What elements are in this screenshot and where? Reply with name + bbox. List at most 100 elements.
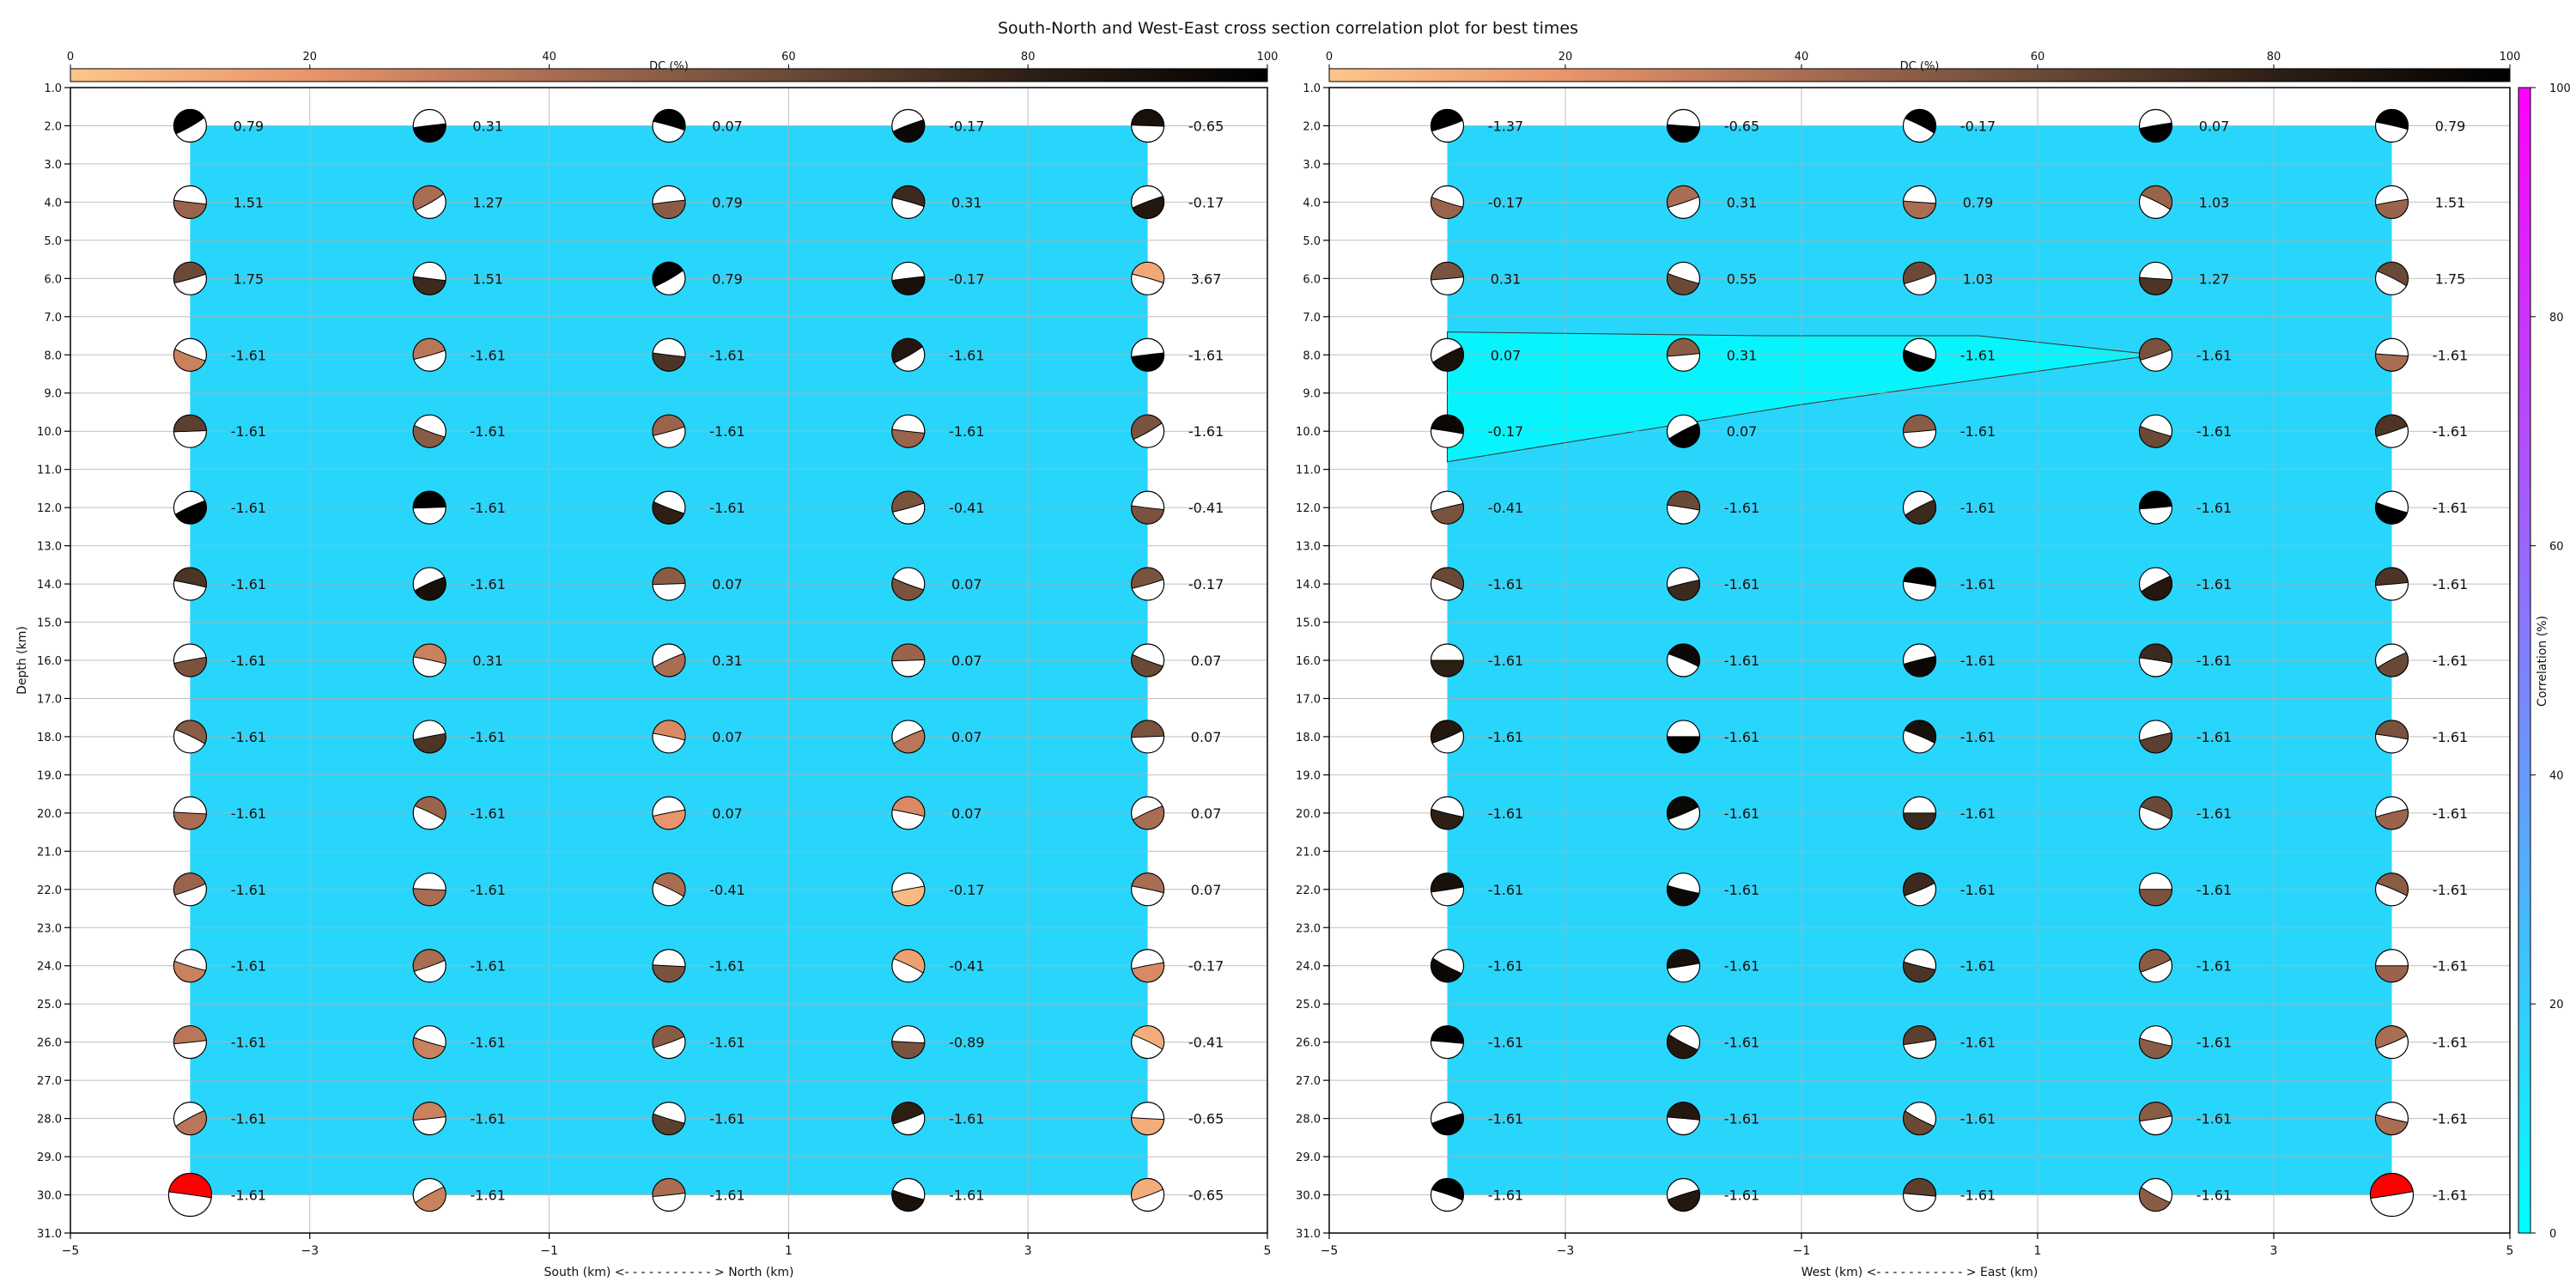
beachball-value-label: -1.61 [1724,1111,1759,1127]
beachball-compression [412,732,447,754]
beachball-compression [412,1102,447,1121]
beachball-value-label: 0.07 [951,653,982,669]
beachball-compression [892,119,926,143]
y-tick-label: 25.0 [37,999,62,1012]
beachball-compression [1431,872,1464,893]
beachball [2374,949,2409,983]
beachball-value-label: 0.07 [1191,653,1222,669]
y-tick-label: 29.0 [37,1151,62,1164]
beachball-value-label: 0.07 [1491,347,1522,363]
beachball-compression [1667,272,1700,295]
beachball-value-label: -0.65 [1188,118,1224,134]
x-tick-label: 3 [2270,1244,2278,1258]
beachball-value-label: -1.61 [2433,653,2468,669]
beachball-value-label: -1.61 [1960,1035,1996,1051]
beachball [412,337,447,372]
beachball-value-label: 0.55 [1727,270,1758,287]
cross-section-panel-1: −5 −3 −1 1 3 5 1.0 2.0 3.0 4.0 5.0 6.0 7.0 8.0 9.0 10.0… [15,51,1278,1279]
beachball-value-label: -1.61 [1488,805,1523,822]
beachball-value-label: -0.41 [1188,1035,1224,1051]
beachball-compression [173,872,206,896]
beachball [2374,643,2409,677]
beachball-value-label: -0.17 [1488,194,1523,210]
beachball-compression [1903,414,1936,434]
beachball-value-label: 0.79 [2435,118,2466,134]
beachball-compression [652,567,686,586]
dc-colorbar-label: DC (%) [1900,60,1940,73]
beachball-value-label: 0.07 [1191,729,1222,745]
beachball-value-label: -1.61 [2433,729,2468,745]
y-tick-label: 17.0 [1296,693,1321,706]
beachball-compression [2139,122,2172,143]
y-tick-label: 14.0 [37,579,62,592]
beachball-value-label: -1.61 [231,729,266,745]
correlation-colorbar-tick-label: 20 [2549,999,2564,1012]
y-tick-label: 15.0 [37,617,62,630]
beachball-value-label: -0.41 [1188,500,1224,516]
beachball-compression [1667,490,1700,511]
beachball-compression [1667,185,1700,209]
correlation-colorbar-tick-label: 60 [2549,541,2564,554]
y-axis-label: Depth (km) [15,626,29,695]
beachball-value-label: -0.41 [1488,500,1523,516]
beachball-compression [2375,501,2409,525]
beachball [412,261,447,295]
beachball [412,872,447,907]
beachball-value-label: -1.61 [709,500,744,516]
beachball [1130,108,1165,143]
y-tick-label: 13.0 [37,541,62,554]
y-tick-label: 31.0 [1296,1228,1321,1241]
dc-colorbar-tick-label: 60 [781,51,796,64]
beachball-value-label: -1.61 [2433,423,2468,440]
beachball [173,261,207,295]
beachball-compression [1903,1025,1936,1046]
beachball [2374,490,2409,525]
beachball [891,949,926,983]
beachball-value-label: -1.61 [470,958,505,975]
beachball-compression [412,337,447,361]
beachball-compression [173,109,205,135]
dc-colorbar-tick-label: 20 [303,51,318,64]
beachball-compression [173,567,207,588]
beachball-compression [2375,415,2409,437]
beachball-value-label: -1.61 [1488,958,1523,975]
beachball [1902,720,1937,754]
beachball-value-label: -0.65 [1188,1188,1224,1204]
beachball-value-label: -1.61 [2196,653,2232,669]
beachball-compression [2376,872,2409,896]
y-tick-label: 19.0 [1296,769,1321,782]
beachball-value-label: -1.61 [231,805,266,822]
beachball-value-label: 0.79 [234,118,264,134]
x-axis-label: South (km) <- - - - - - - - - - - > Nort… [544,1266,794,1279]
beachball-value-label: -1.61 [949,347,984,363]
beachball-compression [1131,1117,1165,1135]
x-tick-label: −3 [301,1244,319,1258]
beachball [891,1101,926,1136]
beachball-value-label: 0.07 [712,805,743,822]
beachball [652,872,686,907]
beachball-compression [1131,872,1165,894]
beachball [1130,185,1165,219]
beachball-compression [1903,1178,1936,1197]
beachball-value-label: -1.61 [1724,805,1759,822]
beachball-compression [2375,198,2409,219]
y-tick-label: 15.0 [1296,617,1321,630]
beachball-value-label: -0.17 [949,118,984,134]
beachball [2138,1177,2173,1212]
beachball-compression [2141,575,2172,601]
beachball-compression [1132,805,1165,830]
beachball [1430,1177,1465,1212]
beachball [1902,490,1937,525]
beachball-value-label: 0.31 [1491,270,1522,287]
y-tick-label: 31.0 [37,1228,62,1241]
beachball-value-label: -0.17 [949,882,984,898]
beachball-value-label: -1.61 [231,958,266,975]
beachball [1430,567,1465,601]
beachball-value-label: -1.61 [1960,347,1996,363]
beachball-compression [1131,653,1163,677]
beachball [412,108,447,143]
beachball [1666,1101,1701,1136]
beachball [2138,872,2173,907]
beachball-value-label: -1.61 [2196,805,2232,822]
beachball-compression [1131,505,1165,525]
